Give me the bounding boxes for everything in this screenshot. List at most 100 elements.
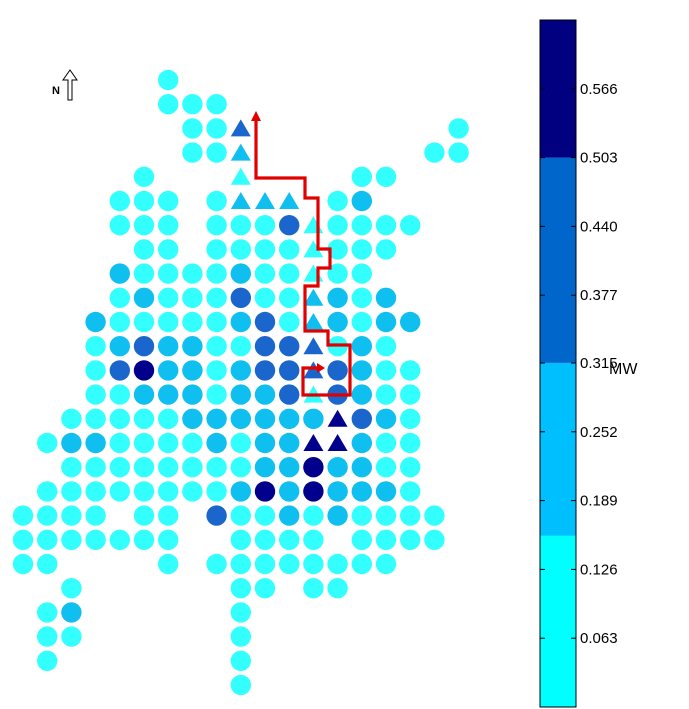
sensor-point (206, 553, 227, 575)
sensor-point (351, 408, 372, 429)
north-arrow-icon (62, 69, 78, 101)
sensor-point (327, 239, 348, 260)
sensor-point (351, 360, 372, 381)
sensor-point (254, 360, 276, 381)
sensor-point (182, 384, 203, 405)
sensor-point (85, 360, 106, 381)
sensor-point (37, 529, 58, 550)
sensor-point (303, 553, 324, 575)
sensor-point (327, 457, 348, 478)
sensor-point (61, 626, 82, 647)
sensor-point (158, 529, 179, 550)
sensor-point (206, 142, 227, 163)
sensor-point (206, 336, 227, 357)
sensor-point (133, 215, 155, 236)
colorbar-tick-label: 0.566 (580, 81, 618, 98)
sensor-point (182, 311, 203, 333)
colorbar-tick-label: 0.503 (580, 150, 618, 167)
sensor-point (133, 311, 155, 333)
sensor-point (375, 336, 397, 357)
sensor-point (158, 263, 179, 284)
sensor-point (351, 505, 372, 526)
sensor-point (375, 311, 397, 333)
route-triangle (303, 240, 324, 258)
sensor-point (351, 190, 372, 212)
sensor-point (85, 481, 106, 502)
sensor-point (230, 626, 251, 647)
sensor-point (254, 408, 276, 429)
sensor-point (279, 384, 300, 405)
sensor-point (230, 239, 251, 260)
sensor-point (109, 311, 130, 333)
sensor-point (400, 311, 421, 333)
sensor-point (182, 336, 203, 357)
sensor-point (400, 481, 421, 502)
sensor-point (254, 287, 276, 308)
sensor-point (158, 190, 179, 212)
sensor-point (85, 457, 106, 478)
sensor-point (375, 529, 397, 550)
colorbar-unit: MW (609, 361, 638, 378)
sensor-point (109, 481, 130, 502)
sensor-point (133, 505, 155, 526)
sensor-point (61, 481, 82, 502)
sensor-point (279, 215, 300, 236)
sensor-point (230, 505, 251, 526)
sensor-point (230, 215, 251, 236)
sensor-point (254, 505, 276, 526)
sensor-point (158, 432, 179, 454)
sensor-point (158, 287, 179, 308)
sensor-point (254, 578, 276, 599)
sensor-point (327, 578, 348, 599)
north-arrow: N (52, 69, 78, 101)
sensor-point (375, 457, 397, 478)
sensor-point (133, 287, 155, 308)
sensor-point (158, 481, 179, 502)
sensor-point (351, 336, 372, 357)
sensor-point (133, 481, 155, 502)
sensor-point (375, 553, 397, 575)
sensor-point (182, 263, 203, 284)
sensor-point (206, 118, 227, 139)
sensor-point (279, 481, 300, 502)
sensor-point (206, 457, 227, 478)
sensor-point (230, 457, 251, 478)
sensor-point (351, 239, 372, 260)
sensor-point (206, 311, 227, 333)
route-triangle (230, 119, 251, 137)
sensor-point (351, 287, 372, 308)
route-triangle (230, 167, 251, 185)
colorbar-tick-label: 0.189 (580, 493, 618, 510)
sensor-point (254, 384, 276, 405)
route-triangle (279, 192, 300, 209)
sensor-point (109, 263, 130, 284)
route-triangle (303, 434, 324, 451)
sensor-point (206, 190, 227, 212)
sensor-point (351, 166, 372, 187)
sensor-point (109, 432, 130, 454)
colorbar-tick-label: 0.377 (580, 287, 618, 304)
sensor-point (303, 578, 324, 599)
sensor-point (182, 118, 203, 139)
sensor-point (206, 505, 227, 526)
sensor-point (230, 311, 251, 333)
colorbar-tick-label: 0.440 (580, 218, 618, 235)
sensor-point (279, 336, 300, 357)
sensor-point (109, 190, 130, 212)
sensor-point (375, 239, 397, 260)
sensor-point (424, 142, 445, 163)
sensor-point (351, 481, 372, 502)
sensor-point (327, 190, 348, 212)
sensor-point (279, 239, 300, 260)
colorbar-ticks: 0.063 0.126 0.189 0.252 0.315 0.377 0.440 0.503… (540, 81, 618, 647)
sensor-point (61, 457, 82, 478)
sensor-point (375, 166, 397, 187)
sensor-point (303, 408, 324, 429)
sensor-point (375, 215, 397, 236)
sensor-point (351, 457, 372, 478)
sensor-point (61, 602, 82, 623)
sensor-point (182, 360, 203, 381)
route-triangle (303, 288, 324, 306)
sensor-point (158, 457, 179, 478)
